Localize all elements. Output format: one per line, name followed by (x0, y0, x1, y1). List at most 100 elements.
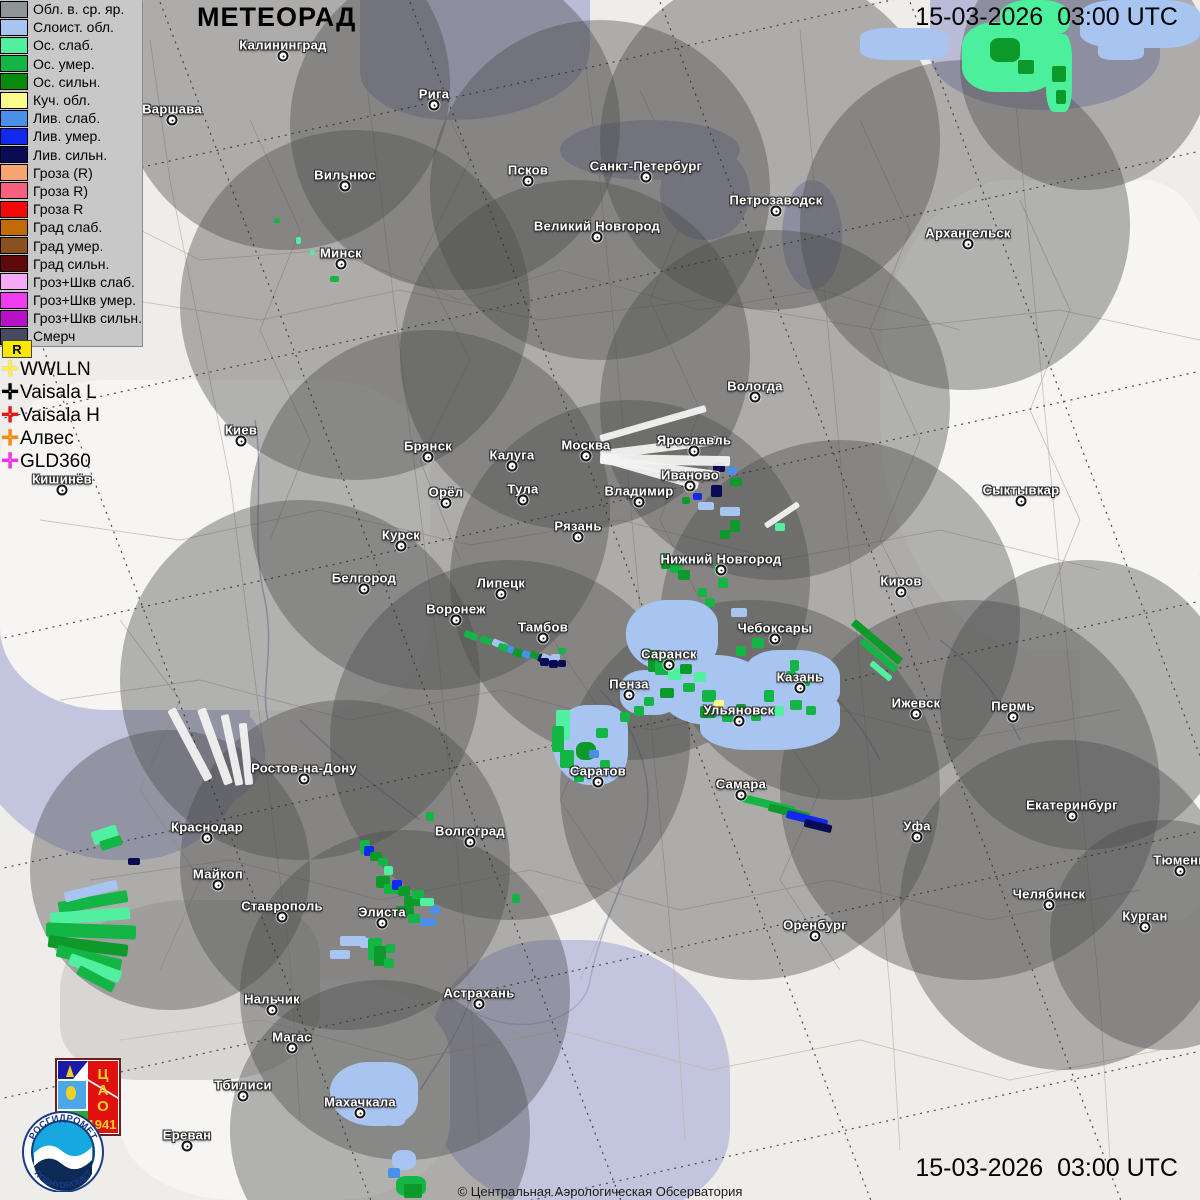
lightning-network-item: ✛ WWLLN (0, 358, 100, 381)
legend-item: Гроза R (0, 200, 142, 218)
echo-cell (404, 1184, 422, 1198)
coverage-circle (290, 0, 620, 290)
cross-icon: ✛ (1, 358, 19, 381)
roshydromet-logo: РОСГИДРОМЕТ ROSHYDROMET (22, 1111, 104, 1193)
city-dot-icon (1043, 899, 1055, 911)
city-marker: Майкоп (193, 867, 243, 891)
city-label: Магас (272, 1029, 312, 1045)
echo-cell (698, 588, 707, 597)
lake-ladoga (660, 145, 750, 240)
echo-cell (408, 914, 420, 923)
city-marker: Махачкала (324, 1095, 396, 1119)
legend-item: Гроза R) (0, 182, 142, 200)
legend-swatch (0, 200, 28, 218)
city-label: Ижевск (891, 695, 941, 711)
echo-cell (860, 28, 948, 60)
city-dot-icon (623, 689, 635, 701)
echo-cell (764, 690, 774, 702)
city-marker: Ярославль (657, 433, 731, 457)
city-dot-icon (684, 480, 696, 492)
city-label: Петрозаводск (729, 192, 823, 208)
legend-swatch (0, 237, 28, 255)
lightning-network-label: Vaisala H (20, 405, 100, 426)
echo-cell (370, 852, 382, 861)
legend-item: Ос. сильн. (0, 73, 142, 91)
svg-text:Ц: Ц (98, 1066, 109, 1083)
city-dot-icon (212, 879, 224, 891)
legend-swatch (0, 127, 28, 145)
legend-item: Ос. умер. (0, 55, 142, 73)
echo-cell (772, 706, 784, 716)
city-label: Липецк (476, 575, 526, 591)
city-dot-icon (809, 930, 821, 942)
city-label: Волгоград (435, 823, 505, 839)
city-dot-icon (735, 789, 747, 801)
echo-cell (404, 896, 422, 906)
city-dot-icon (56, 484, 68, 496)
legend-list: Обл. в. ср. яр. Слоист. обл. Ос. слаб. Ос. … (0, 0, 142, 346)
legend-item: Град умер. (0, 236, 142, 255)
city-dot-icon (1015, 495, 1027, 507)
city-marker: Нижний Новгород (660, 552, 781, 576)
city-marker: Варшава (142, 102, 202, 126)
city-marker: Киров (880, 574, 921, 598)
city-dot-icon (580, 450, 592, 462)
legend-label: Ос. сильн. (33, 73, 101, 90)
city-dot-icon (201, 832, 213, 844)
coverage-circle (120, 500, 480, 860)
city-dot-icon (770, 205, 782, 217)
echo-cell (661, 553, 670, 569)
city-marker: Липецк (477, 576, 525, 600)
city-dot-icon (277, 50, 289, 62)
echo-cell (274, 218, 280, 223)
city-dot-icon (339, 180, 351, 192)
city-label: Рига (418, 86, 450, 102)
echo-cell (720, 530, 730, 539)
echo-cell (620, 712, 630, 722)
echo-cell (718, 578, 728, 588)
legend-swatch (0, 255, 28, 273)
echo-cell (549, 660, 558, 668)
city-marker: Оренбург (783, 918, 847, 942)
echo-cell (731, 608, 747, 617)
city-label: Псков (507, 162, 549, 178)
echo-cell (682, 497, 690, 504)
legend-item: Гроз+Шкв слаб. (0, 273, 142, 291)
echo-cell (720, 507, 740, 516)
city-label: Элиста (358, 904, 406, 920)
city-label: Орёл (428, 484, 464, 500)
echo-streak (803, 818, 833, 834)
city-marker: Тамбов (518, 620, 568, 644)
city-label: Рязань (554, 518, 602, 534)
echo-cell (426, 812, 434, 821)
city-marker: Сыктывкар (983, 483, 1059, 507)
echo-cell (374, 946, 386, 966)
city-label: Брянск (403, 438, 453, 454)
city-label: Ярославль (656, 432, 732, 448)
city-dot-icon (537, 632, 549, 644)
city-label: Калининград (239, 37, 327, 53)
city-marker: Екатеринбург (1026, 798, 1118, 822)
city-marker: Саранск (641, 647, 697, 671)
city-label: Махачкала (324, 1094, 396, 1110)
echo-cell (552, 726, 564, 752)
city-marker: Самара (716, 777, 766, 801)
legend-swatch (0, 0, 28, 18)
legend-swatch (0, 146, 28, 164)
echo-cell (296, 237, 301, 244)
city-label: Тамбов (517, 619, 569, 635)
city-label: Саратов (569, 763, 627, 779)
page-title: МЕТЕОРАД (197, 2, 357, 32)
echo-cell (806, 706, 816, 715)
city-label: Белгород (331, 570, 397, 586)
echo-cell (1000, 0, 1070, 38)
city-label: Нальчик (244, 991, 300, 1007)
city-dot-icon (237, 1090, 249, 1102)
coverage-circle (250, 330, 610, 690)
land-patch-ukraine (0, 380, 430, 710)
city-dot-icon (522, 175, 534, 187)
echo-cell (512, 894, 520, 903)
city-marker: Ульяновск (703, 703, 774, 727)
city-marker: Курган (1122, 909, 1167, 933)
echo-cell (670, 560, 682, 573)
